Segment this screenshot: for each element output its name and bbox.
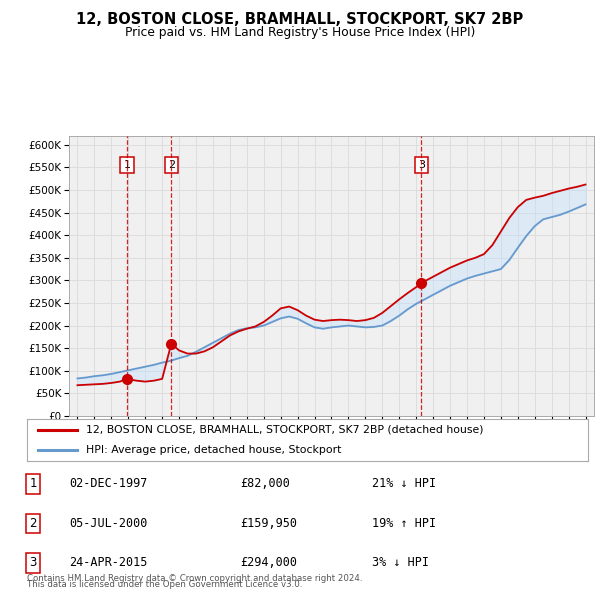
Text: 2: 2 (29, 517, 37, 530)
Text: £159,950: £159,950 (240, 517, 297, 530)
Text: This data is licensed under the Open Government Licence v3.0.: This data is licensed under the Open Gov… (27, 581, 302, 589)
Text: 12, BOSTON CLOSE, BRAMHALL, STOCKPORT, SK7 2BP (detached house): 12, BOSTON CLOSE, BRAMHALL, STOCKPORT, S… (86, 425, 484, 435)
Text: £82,000: £82,000 (240, 477, 290, 490)
Text: 24-APR-2015: 24-APR-2015 (69, 556, 148, 569)
Text: 1: 1 (29, 477, 37, 490)
Text: 3% ↓ HPI: 3% ↓ HPI (372, 556, 429, 569)
Text: 21% ↓ HPI: 21% ↓ HPI (372, 477, 436, 490)
Text: 3: 3 (29, 556, 37, 569)
Text: £294,000: £294,000 (240, 556, 297, 569)
Text: Contains HM Land Registry data © Crown copyright and database right 2024.: Contains HM Land Registry data © Crown c… (27, 574, 362, 583)
Text: Price paid vs. HM Land Registry's House Price Index (HPI): Price paid vs. HM Land Registry's House … (125, 26, 475, 39)
Text: 3: 3 (418, 160, 425, 170)
Text: HPI: Average price, detached house, Stockport: HPI: Average price, detached house, Stoc… (86, 445, 341, 455)
Text: 05-JUL-2000: 05-JUL-2000 (69, 517, 148, 530)
Text: 02-DEC-1997: 02-DEC-1997 (69, 477, 148, 490)
Text: 1: 1 (124, 160, 130, 170)
Text: 19% ↑ HPI: 19% ↑ HPI (372, 517, 436, 530)
Text: 12, BOSTON CLOSE, BRAMHALL, STOCKPORT, SK7 2BP: 12, BOSTON CLOSE, BRAMHALL, STOCKPORT, S… (76, 12, 524, 27)
Text: 2: 2 (168, 160, 175, 170)
